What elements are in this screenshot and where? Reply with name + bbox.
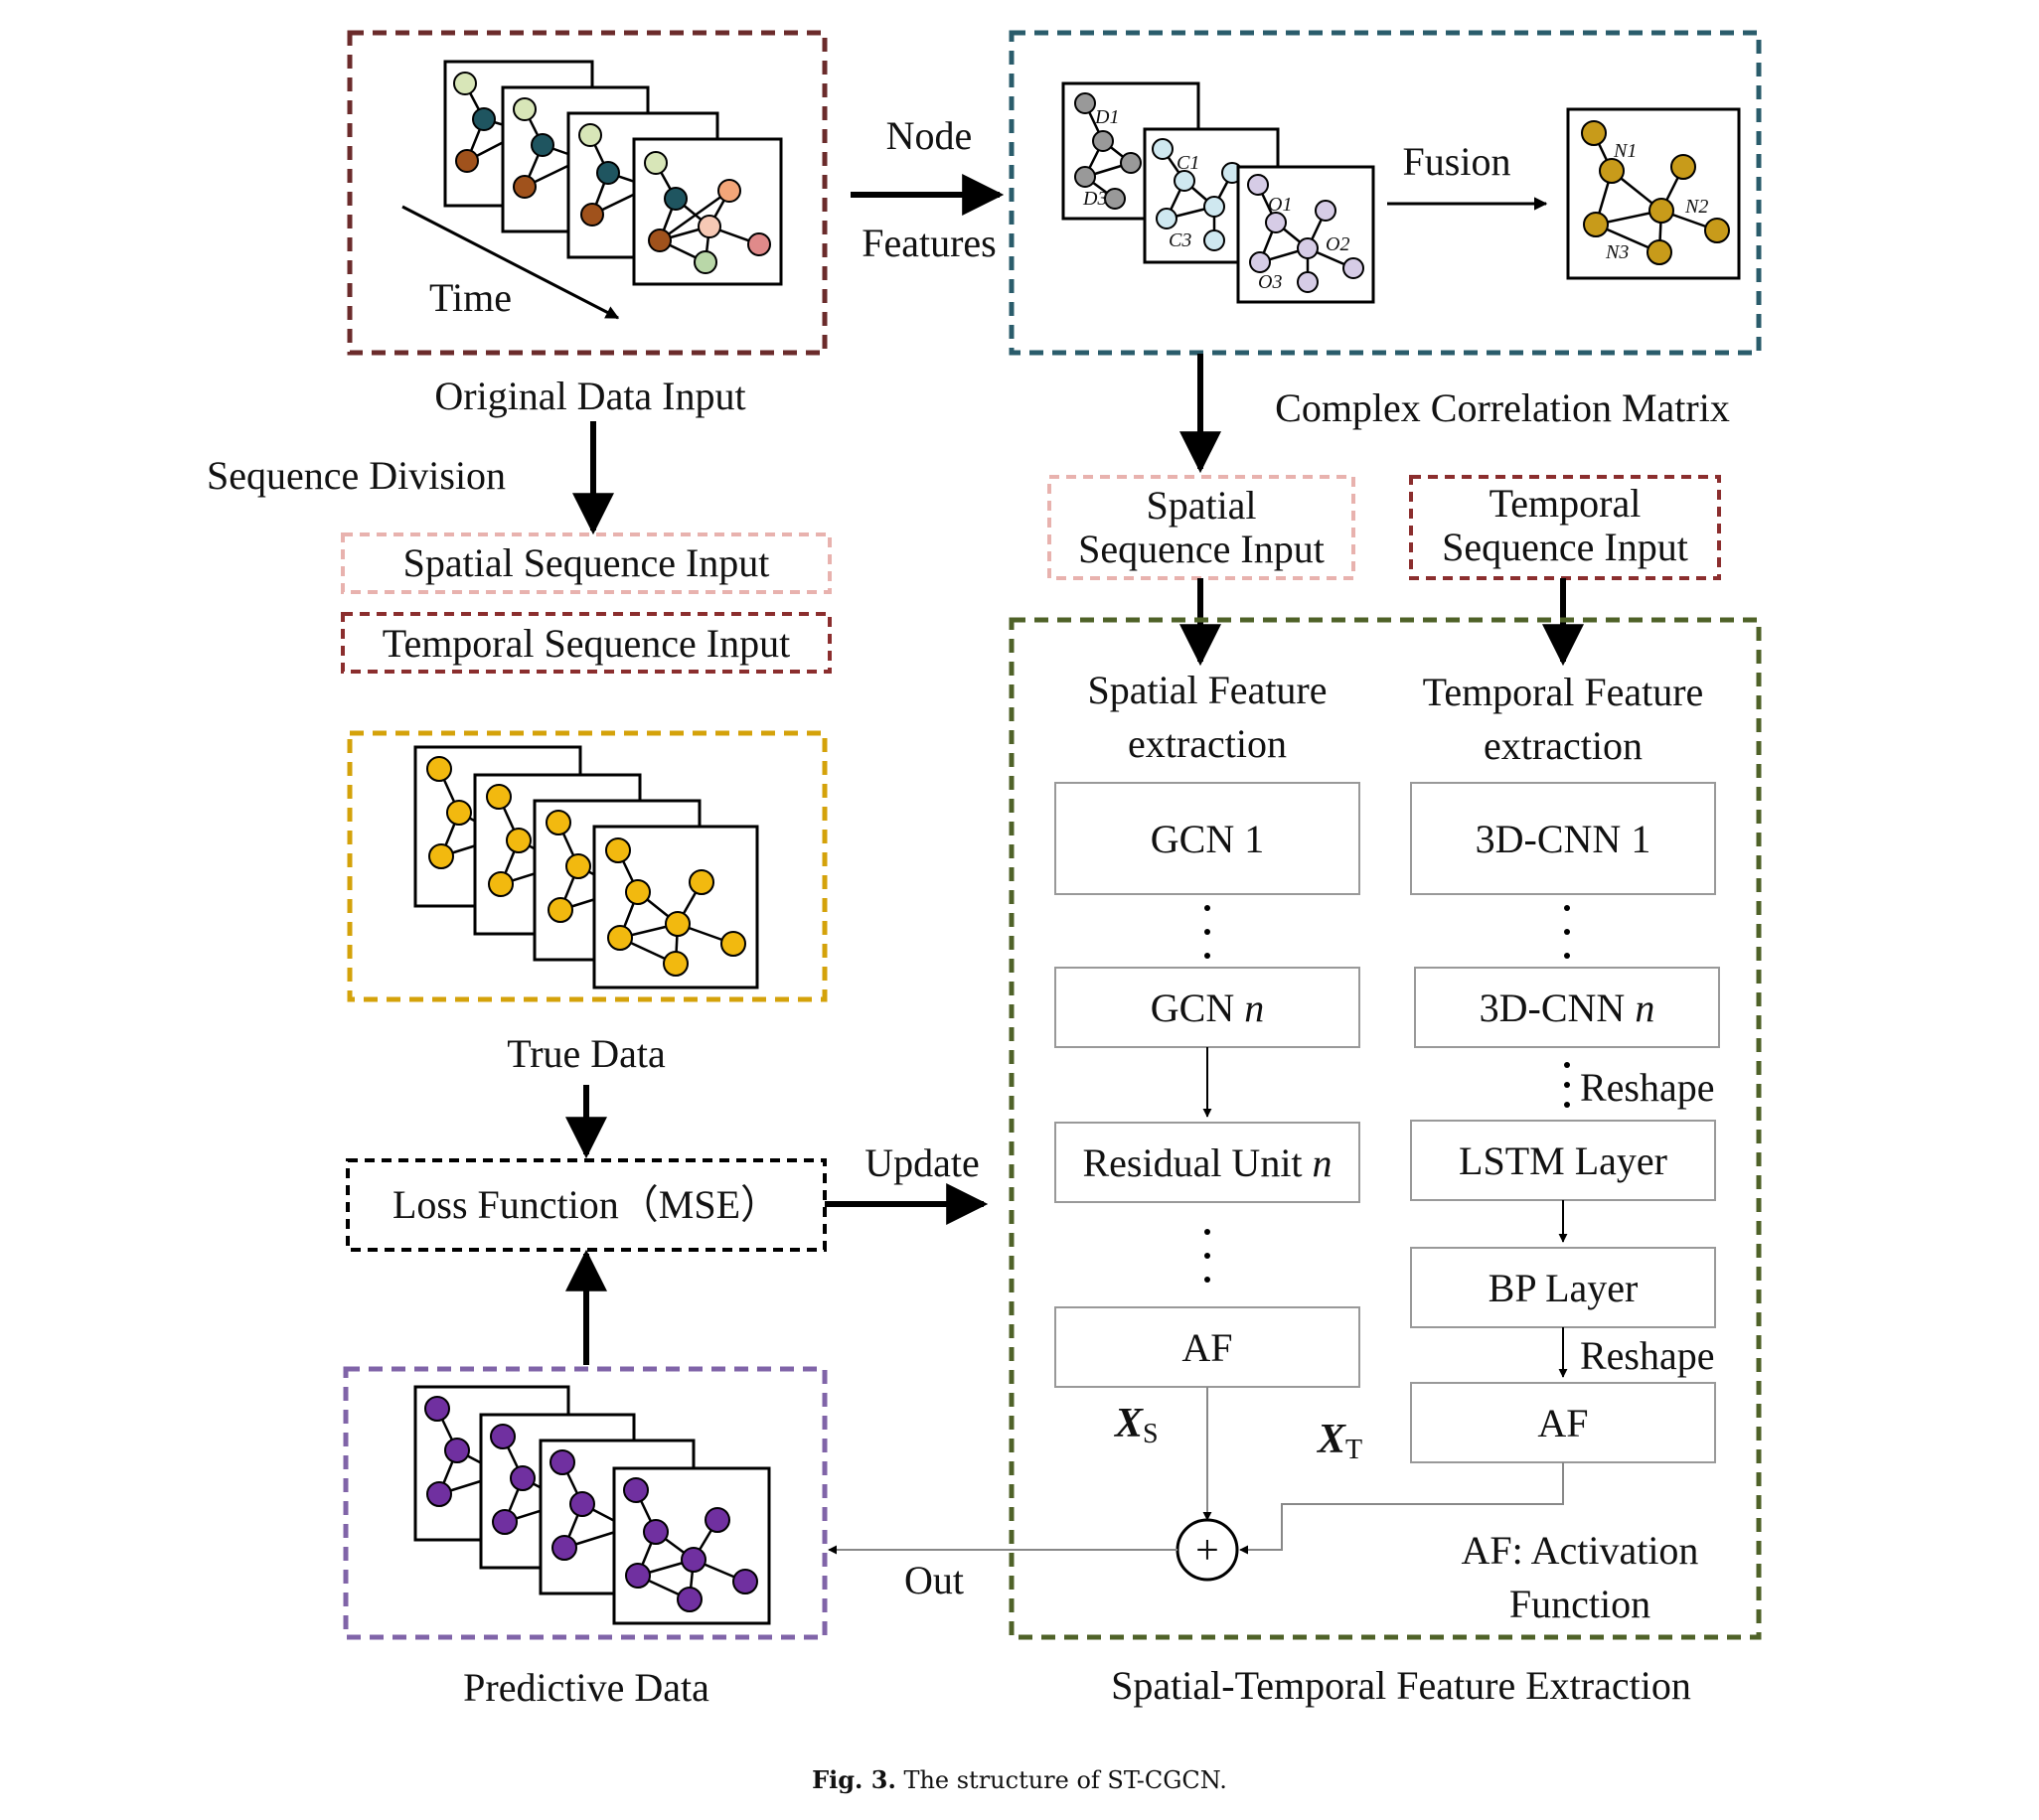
temporal-feature-title-2: extraction	[1484, 723, 1643, 768]
residual-unit-label: Residual Unit n	[1082, 1140, 1332, 1185]
extraction-label: Spatial-Temporal Feature Extraction	[1111, 1663, 1691, 1708]
o2-label: O2	[1326, 233, 1349, 255]
lstm-layer-box	[1410, 1120, 1716, 1201]
features-label: Features	[862, 221, 997, 265]
gcn-1-box	[1054, 782, 1360, 895]
n2-label: N2	[1684, 196, 1708, 218]
spatial-af-label: AF	[1181, 1325, 1232, 1370]
spatial-feature-title-1: Spatial Feature	[1087, 668, 1327, 712]
temporal-af-to-sum-arrow	[1239, 1462, 1564, 1555]
loss-function-label: Loss Function（MSE）	[392, 1182, 780, 1227]
cnn-n-label: 3D-CNN n	[1480, 986, 1655, 1030]
correlation-frame	[1009, 30, 1762, 356]
cnn-n-box	[1414, 967, 1720, 1048]
predictive-graph-4	[612, 1466, 771, 1625]
node-label: Node	[886, 113, 973, 158]
original-graph-stack	[443, 60, 783, 286]
correlation-matrix-label: Complex Correlation Matrix	[1275, 385, 1730, 430]
figure-caption: Fig. 3. The structure of ST-CGCN.	[812, 1765, 1227, 1794]
original-data-input-panel: Time	[347, 30, 828, 356]
true-data-frame	[347, 730, 828, 1002]
reshape-label-1: Reshape	[1580, 1065, 1715, 1110]
extraction-frame	[1009, 617, 1762, 1640]
original-graph-4	[632, 137, 783, 286]
bp-layer-label: BP Layer	[1489, 1266, 1639, 1310]
gcn-n-label: GCN n	[1151, 986, 1264, 1030]
sum-plus-icon: +	[1195, 1528, 1219, 1574]
true-graph-stack	[413, 745, 759, 989]
spatial-input-line2: Sequence Input	[1078, 527, 1325, 571]
af-note-line1: AF: Activation	[1462, 1528, 1699, 1573]
temporal-sequence-label-left: Temporal Sequence Input	[383, 621, 790, 666]
sequence-division-label: Sequence Division	[207, 453, 506, 498]
d3-label: D3	[1082, 188, 1107, 210]
n1-label: N1	[1613, 140, 1637, 162]
n3-label: N3	[1605, 241, 1629, 263]
original-data-label: Original Data Input	[434, 374, 745, 418]
bp-layer-box	[1410, 1247, 1716, 1328]
reshape-dots-1	[1564, 1062, 1570, 1108]
reshape-label-2: Reshape	[1580, 1333, 1715, 1378]
time-arrow	[401, 205, 620, 320]
cnn-1-box	[1410, 782, 1716, 895]
spatial-feature-title-2: extraction	[1128, 721, 1287, 766]
c3-label: C3	[1169, 229, 1191, 251]
update-label: Update	[864, 1140, 980, 1185]
xs-label: XS	[1113, 1401, 1159, 1449]
out-label: Out	[904, 1558, 964, 1602]
spatial-ellipsis-2	[1204, 1229, 1210, 1283]
spatial-sequence-input-left	[341, 532, 832, 594]
spatial-ellipsis-1	[1204, 905, 1210, 959]
temporal-af-label: AF	[1537, 1401, 1588, 1445]
temporal-input-line1: Temporal	[1490, 481, 1642, 526]
od-graph: O1 O2 O3	[1236, 165, 1375, 304]
fused-graph: N1 N2 N3	[1566, 107, 1741, 280]
true-graph-4	[592, 825, 759, 989]
temporal-feature-title-1: Temporal Feature	[1423, 670, 1704, 714]
d1-label: D1	[1094, 106, 1119, 128]
predictive-graph-stack	[413, 1385, 771, 1625]
cnn-1-label: 3D-CNN 1	[1476, 817, 1651, 861]
c1-label: C1	[1176, 152, 1199, 174]
gcn-1-label: GCN 1	[1151, 817, 1264, 861]
o3-label: O3	[1258, 271, 1282, 293]
temporal-sequence-input-left	[341, 612, 832, 674]
spatial-sequence-label-left: Spatial Sequence Input	[403, 540, 770, 585]
spatial-input-line1: Spatial	[1146, 483, 1256, 528]
gcn-n-box	[1054, 967, 1360, 1048]
predictive-data-label: Predictive Data	[463, 1665, 709, 1710]
loss-function-box	[346, 1158, 827, 1252]
fusion-label: Fusion	[1403, 139, 1511, 184]
spatial-af-box	[1054, 1306, 1360, 1388]
af-note-line2: Function	[1509, 1582, 1650, 1626]
predictive-data-panel	[343, 1366, 828, 1640]
temporal-af-box	[1410, 1382, 1716, 1463]
predictive-data-frame	[343, 1366, 828, 1640]
lstm-layer-label: LSTM Layer	[1459, 1138, 1667, 1183]
residual-unit-box	[1054, 1122, 1360, 1203]
xt-label: XT	[1316, 1417, 1362, 1465]
temporal-input-line2: Sequence Input	[1442, 525, 1688, 569]
feature-extraction-panel: Spatial Feature extraction Temporal Feat…	[1009, 617, 1762, 1640]
temporal-ellipsis-1	[1564, 905, 1570, 959]
o1-label: O1	[1268, 194, 1292, 216]
true-data-panel	[347, 730, 828, 1002]
time-label: Time	[429, 275, 512, 320]
correlation-matrix-panel: D1 D3 C1 C3	[1009, 30, 1762, 356]
original-data-frame	[347, 30, 828, 356]
true-data-label: True Data	[507, 1031, 666, 1076]
